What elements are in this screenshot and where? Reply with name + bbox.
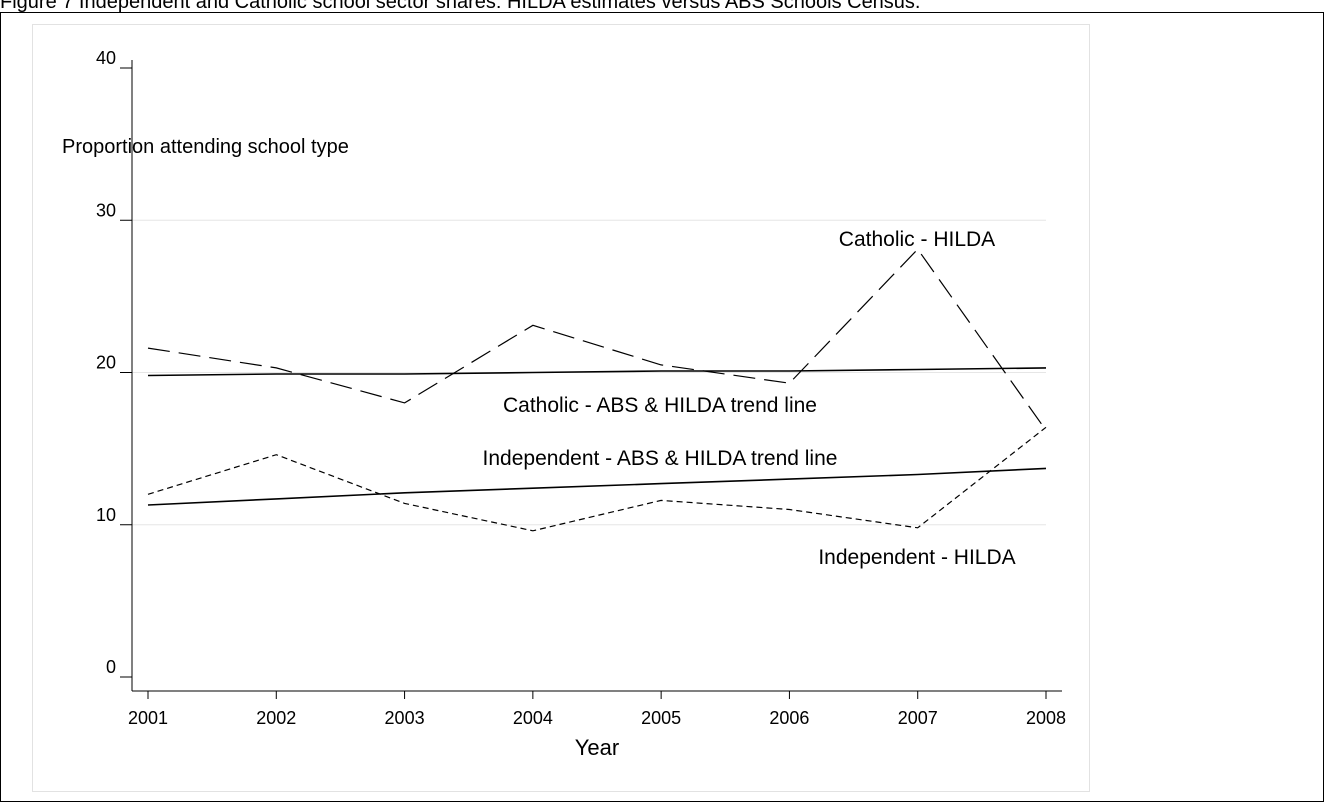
y-tick-label: 10 <box>96 505 116 525</box>
y-tick-label: 0 <box>106 657 116 677</box>
x-tick-label: 2008 <box>1026 708 1066 728</box>
x-tick-label: 2001 <box>128 708 168 728</box>
label-independent-hilda: Independent - HILDA <box>818 546 1015 569</box>
series-line-1 <box>147 367 1047 377</box>
y-axis-ticks: 0 10 20 30 40 <box>96 48 132 678</box>
x-axis-ticks: 2001 2002 2003 2004 2005 2006 2007 2008 <box>128 691 1066 728</box>
label-independent-trend: Independent - ABS & HILDA trend line <box>483 447 838 470</box>
figure-frame <box>0 12 1324 802</box>
series-line-3 <box>147 426 1047 532</box>
series-lines <box>147 248 1047 532</box>
x-tick-label: 2007 <box>898 708 938 728</box>
y-tick-label: 20 <box>96 353 116 373</box>
x-axis-label: Year <box>575 735 619 760</box>
chart-frame <box>32 24 1090 792</box>
series-line-2 <box>147 467 1047 506</box>
series-line-0 <box>147 248 1047 431</box>
x-tick-label: 2006 <box>769 708 809 728</box>
x-tick-label: 2004 <box>513 708 553 728</box>
x-tick-label: 2005 <box>641 708 681 728</box>
y-tick-label: 40 <box>96 48 116 68</box>
figure-caption: Figure 7 Independent and Catholic school… <box>0 0 921 13</box>
y-axis-label: Proportion attending school type <box>62 136 349 158</box>
label-catholic-trend: Catholic - ABS & HILDA trend line <box>503 394 817 417</box>
x-tick-label: 2003 <box>385 708 425 728</box>
y-tick-label: 30 <box>96 200 116 220</box>
x-tick-label: 2002 <box>256 708 296 728</box>
label-catholic-hilda: Catholic - HILDA <box>839 228 995 251</box>
